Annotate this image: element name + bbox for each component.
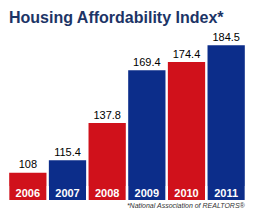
svg-text:2008: 2008 — [95, 187, 119, 199]
svg-text:169.4: 169.4 — [133, 56, 161, 68]
svg-text:2010: 2010 — [174, 187, 198, 199]
svg-text:2011: 2011 — [214, 187, 238, 199]
svg-text:115.4: 115.4 — [54, 146, 81, 158]
svg-text:2006: 2006 — [16, 187, 40, 199]
svg-text:184.5: 184.5 — [212, 31, 240, 43]
svg-text:*National Association of REALT: *National Association of REALTORS® — [127, 202, 246, 209]
svg-text:137.8: 137.8 — [93, 109, 121, 121]
svg-text:2007: 2007 — [55, 187, 79, 199]
svg-text:2009: 2009 — [135, 187, 159, 199]
svg-text:Housing Affordability Index*: Housing Affordability Index* — [9, 9, 224, 26]
svg-text:108: 108 — [19, 158, 37, 170]
svg-text:174.4: 174.4 — [173, 48, 201, 60]
